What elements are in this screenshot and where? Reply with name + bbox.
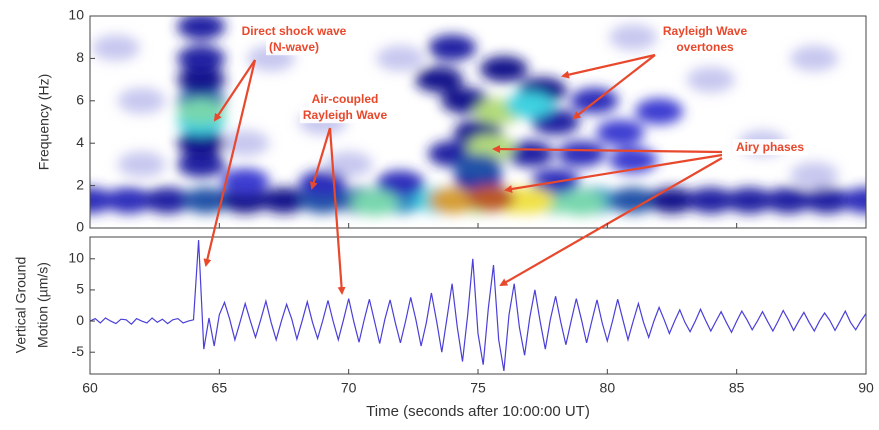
spectral-energy — [415, 66, 464, 93]
bottom-frame — [89, 236, 867, 375]
annotation: Airy phases — [736, 140, 804, 154]
y-tick-label: 8 — [76, 49, 84, 65]
arrow — [499, 157, 723, 286]
spectral-energy — [790, 45, 839, 72]
x-tick-label: 90 — [858, 380, 874, 396]
spectral-energy — [596, 119, 645, 146]
arrow — [504, 153, 723, 193]
spectral-energy — [635, 98, 684, 125]
x-tick-label: 80 — [600, 380, 616, 396]
x-tick-label: 70 — [341, 380, 357, 396]
spectral-energy — [143, 187, 192, 214]
waveform-line — [90, 240, 866, 371]
arrow — [492, 145, 723, 154]
spectral-energy — [505, 187, 554, 214]
arrow — [203, 59, 257, 267]
spectral-energy — [177, 66, 226, 93]
annotation: Rayleigh Wave — [303, 108, 388, 122]
spectral-energy — [454, 153, 502, 180]
arrow — [561, 53, 656, 79]
arrow — [309, 127, 332, 190]
spectral-energy — [104, 187, 153, 214]
annotation-bg — [238, 23, 350, 40]
spectral-energy — [117, 87, 166, 114]
spectral-energy — [177, 45, 226, 72]
y-tick-label: 2 — [76, 176, 84, 192]
y-tick-label: 4 — [76, 134, 84, 150]
x-tick-label: 60 — [82, 380, 98, 396]
annotation-bg — [299, 107, 391, 124]
spectral-energy — [91, 34, 140, 61]
spectral-energy — [803, 187, 852, 214]
spectral-energy — [221, 130, 270, 157]
annotation: Direct shock wave — [242, 24, 347, 38]
spectral-energy — [324, 151, 373, 178]
spectral-energy — [557, 140, 606, 167]
annotation: Air-coupled — [312, 92, 379, 106]
annotation-bg — [732, 139, 808, 156]
y-tick-label: 5 — [76, 281, 84, 297]
y-tick-label: 10 — [68, 249, 84, 265]
spectral-energy — [609, 187, 658, 214]
waveform-area — [90, 240, 866, 371]
spectral-energy — [428, 187, 477, 214]
spectral-energy — [764, 187, 813, 214]
x-tick-label: 65 — [212, 380, 228, 396]
spectral-energy — [221, 168, 270, 195]
spectral-energy — [428, 34, 477, 61]
x-tick-label: 75 — [470, 380, 486, 396]
spectral-energy — [350, 189, 399, 216]
spectral-energy — [376, 45, 425, 72]
spectral-energy — [260, 187, 308, 214]
arrow — [572, 54, 656, 120]
spectral-energy — [790, 162, 839, 188]
spectral-energy — [376, 170, 425, 197]
arrow — [328, 127, 346, 295]
y-tick-label: 6 — [76, 92, 84, 108]
arrows — [203, 53, 723, 295]
y-axis-label: Frequency (Hz) — [36, 74, 52, 170]
spectral-energy — [117, 151, 166, 178]
annotation: overtones — [676, 40, 734, 54]
spectral-energy — [177, 130, 226, 157]
annotation-bg — [673, 39, 737, 56]
spectral-energy — [686, 66, 735, 93]
spectral-energy — [505, 92, 554, 119]
spectral-energy — [90, 187, 114, 214]
annotation-bg — [659, 23, 751, 40]
y-axis-label: Motion (µm/s) — [35, 262, 51, 348]
spectral-energy — [182, 187, 231, 214]
spectral-energy — [842, 187, 866, 214]
annotation-bg — [308, 91, 382, 108]
spectral-energy — [725, 187, 774, 214]
spectral-energy — [177, 16, 226, 40]
spectral-energy — [505, 140, 554, 167]
y-tick-label: 0 — [76, 312, 84, 328]
spectral-energy — [177, 98, 226, 125]
x-tick-label: 85 — [729, 380, 745, 396]
annotation: Rayleigh Wave — [663, 24, 748, 38]
spectrogram — [90, 16, 866, 216]
y-tick-label: -5 — [72, 343, 85, 359]
arrow — [213, 59, 256, 122]
spectral-energy — [466, 185, 515, 212]
y-axis-label: Vertical Ground — [13, 257, 29, 354]
spectral-energy — [686, 187, 735, 214]
y-tick-label: 0 — [76, 219, 84, 235]
annotation: (N-wave) — [269, 40, 319, 54]
spectral-energy — [479, 56, 528, 82]
x-axis-label: Time (seconds after 10:00:00 UT) — [366, 403, 590, 420]
spectral-energy — [177, 151, 226, 178]
spectral-energy — [298, 170, 347, 197]
spectral-energy — [609, 24, 658, 51]
annotation-bg — [265, 39, 323, 56]
y-tick-label: 10 — [68, 7, 84, 23]
spectral-energy — [557, 189, 606, 216]
spectral-energy — [221, 187, 270, 214]
